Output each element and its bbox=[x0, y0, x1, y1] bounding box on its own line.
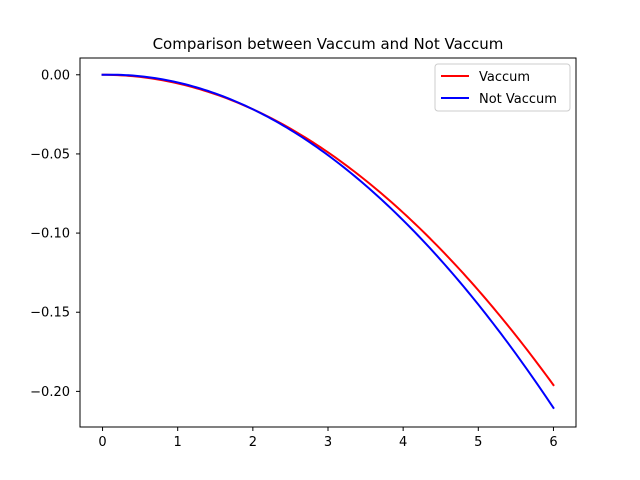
legend-label-not-vaccum: Not Vaccum bbox=[479, 92, 557, 107]
x-tick-label: 3 bbox=[324, 435, 332, 450]
y-tick-label: −0.10 bbox=[30, 227, 70, 242]
y-tick-label: −0.20 bbox=[30, 385, 70, 400]
x-axis: 0 1 2 3 4 5 6 bbox=[98, 427, 558, 450]
y-tick-label: −0.15 bbox=[30, 306, 70, 321]
y-tick-label: 0.00 bbox=[41, 68, 70, 83]
x-tick-label: 0 bbox=[98, 435, 106, 450]
legend: Vaccum Not Vaccum bbox=[434, 63, 571, 112]
x-tick-label: 1 bbox=[174, 435, 182, 450]
x-tick-label: 6 bbox=[549, 435, 557, 450]
x-tick-label: 4 bbox=[399, 435, 407, 450]
x-tick-label: 2 bbox=[249, 435, 257, 450]
series-line-not-vaccum bbox=[101, 73, 555, 410]
y-axis: 0.00 −0.05 −0.10 −0.15 −0.20 bbox=[30, 68, 80, 400]
y-tick-label: −0.05 bbox=[30, 147, 70, 162]
chart-title: Comparison between Vaccum and Not Vaccum bbox=[153, 35, 504, 53]
x-tick-label: 5 bbox=[474, 435, 482, 450]
series-layer bbox=[101, 73, 555, 410]
legend-label-vaccum: Vaccum bbox=[479, 70, 530, 85]
